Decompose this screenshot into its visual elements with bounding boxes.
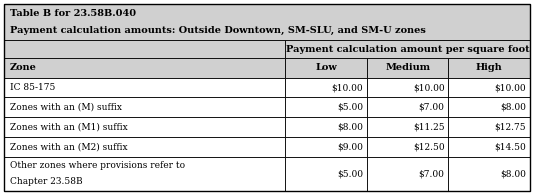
Bar <box>285 137 367 157</box>
Text: $7.00: $7.00 <box>419 169 444 178</box>
Bar <box>449 157 530 191</box>
Text: High: High <box>476 63 502 72</box>
Bar <box>449 98 530 117</box>
Text: Payment calculation amount per square foot: Payment calculation amount per square fo… <box>286 45 530 54</box>
Bar <box>4 58 285 78</box>
Bar <box>4 137 285 157</box>
Text: Zones with an (M) suffix: Zones with an (M) suffix <box>10 103 122 112</box>
Bar <box>4 78 285 98</box>
Text: $12.50: $12.50 <box>413 142 444 151</box>
Text: Other zones where provisions refer to: Other zones where provisions refer to <box>10 161 185 170</box>
Bar <box>285 58 367 78</box>
Bar <box>4 40 285 58</box>
Text: $10.00: $10.00 <box>413 83 444 92</box>
Bar <box>449 58 530 78</box>
Text: $8.00: $8.00 <box>500 103 526 112</box>
Bar <box>367 117 449 137</box>
Bar <box>285 157 367 191</box>
Text: $7.00: $7.00 <box>419 103 444 112</box>
Bar <box>367 137 449 157</box>
Bar <box>4 117 285 137</box>
Text: $11.25: $11.25 <box>413 123 444 132</box>
Bar <box>285 40 530 58</box>
Bar <box>367 98 449 117</box>
Text: $5.00: $5.00 <box>337 169 363 178</box>
Text: Table B for 23.58B.040: Table B for 23.58B.040 <box>10 9 136 18</box>
Bar <box>449 78 530 98</box>
Text: $8.00: $8.00 <box>337 123 363 132</box>
Text: $12.75: $12.75 <box>494 123 526 132</box>
Text: Chapter 23.58B: Chapter 23.58B <box>10 177 83 186</box>
Bar <box>285 78 367 98</box>
Text: $14.50: $14.50 <box>494 142 526 151</box>
Text: $9.00: $9.00 <box>337 142 363 151</box>
Bar <box>367 78 449 98</box>
Text: IC 85-175: IC 85-175 <box>10 83 56 92</box>
Bar <box>449 137 530 157</box>
Text: Zones with an (M2) suffix: Zones with an (M2) suffix <box>10 142 128 151</box>
Text: Zones with an (M1) suffix: Zones with an (M1) suffix <box>10 123 128 132</box>
Text: $8.00: $8.00 <box>500 169 526 178</box>
Text: Payment calculation amounts: Outside Downtown, SM-SLU, and SM-U zones: Payment calculation amounts: Outside Dow… <box>10 26 426 35</box>
Text: Medium: Medium <box>385 63 430 72</box>
Text: Low: Low <box>315 63 337 72</box>
Text: $10.00: $10.00 <box>494 83 526 92</box>
Bar <box>367 157 449 191</box>
Text: Zone: Zone <box>10 63 37 72</box>
Bar <box>4 4 530 40</box>
Bar <box>285 117 367 137</box>
Bar <box>285 98 367 117</box>
Bar <box>4 98 285 117</box>
Text: $5.00: $5.00 <box>337 103 363 112</box>
Bar <box>367 58 449 78</box>
Bar <box>4 157 285 191</box>
Text: $10.00: $10.00 <box>331 83 363 92</box>
Bar <box>449 117 530 137</box>
